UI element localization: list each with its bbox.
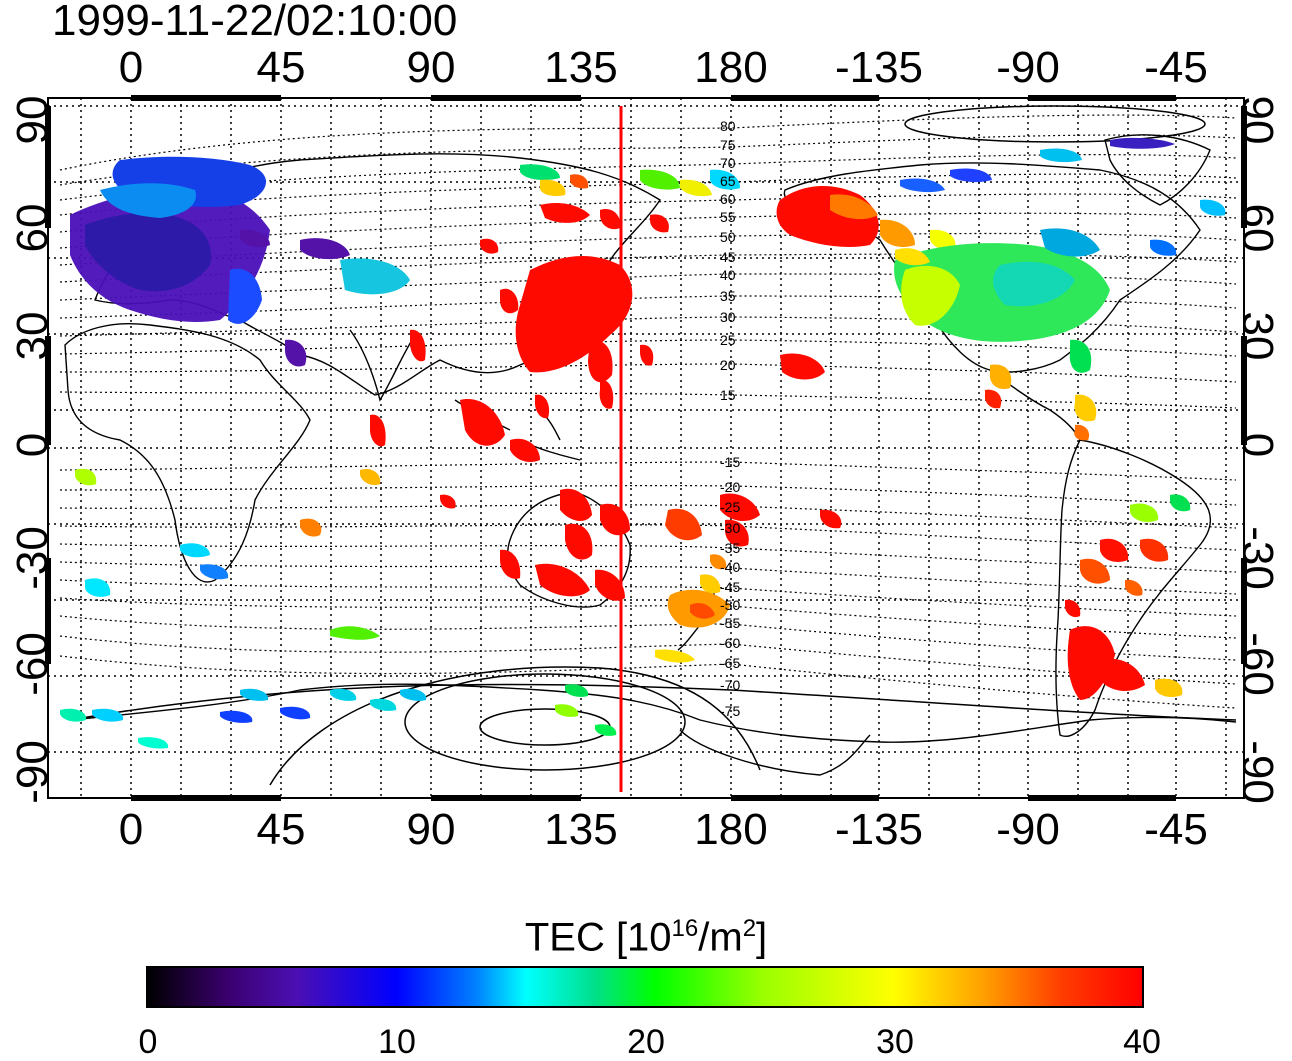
dip-label: -60 — [720, 635, 740, 651]
top-lon-tick: 90 — [406, 43, 456, 92]
dip-label: 35 — [720, 288, 736, 304]
dip-label: -35 — [720, 540, 740, 556]
bottom-lon-tick: -135 — [834, 805, 924, 854]
dip-label: 15 — [720, 387, 736, 403]
colorbar-title-exponent2: 2 — [742, 915, 757, 942]
bottom-lon-tick: -45 — [1144, 805, 1208, 854]
top-lon-tick: -45 — [1144, 43, 1208, 92]
dip-label: 25 — [720, 332, 736, 348]
dip-label: -70 — [720, 677, 740, 693]
top-lon-tick: 0 — [118, 43, 144, 92]
tec-data-nz — [655, 508, 730, 663]
tec-data-alaska — [520, 164, 956, 250]
dip-label: -75 — [720, 703, 740, 719]
top-lon-tick: 180 — [694, 43, 768, 92]
dip-label: -30 — [720, 520, 740, 536]
dip-label: -50 — [720, 597, 740, 613]
dip-label: 65 — [720, 173, 736, 189]
top-lon-tick: -135 — [834, 43, 924, 92]
dip-contours — [59, 114, 1237, 709]
dip-label: 45 — [720, 249, 736, 265]
dip-label: 80 — [720, 118, 736, 134]
bottom-lon-tick: 180 — [694, 805, 768, 854]
dip-label: -25 — [720, 499, 740, 515]
tec-data-australia — [500, 353, 842, 601]
bottom-lon-tick: -90 — [996, 805, 1060, 854]
dip-label: 20 — [720, 357, 736, 373]
colorbar — [146, 966, 1144, 1008]
bottom-lon-tick: 90 — [406, 805, 456, 854]
dip-label: 70 — [720, 155, 736, 171]
tec-data-samerica — [1064, 494, 1191, 700]
dip-label: -55 — [720, 615, 740, 631]
tec-map: 80 75 70 65 60 55 50 45 40 35 30 25 20 1… — [45, 95, 1247, 801]
colorbar-tick: 40 — [1123, 1023, 1161, 1061]
bottom-lon-tick: 45 — [256, 805, 306, 854]
colorbar-tick: 20 — [627, 1023, 665, 1061]
dip-label: -40 — [720, 559, 740, 575]
colorbar-tick: 30 — [876, 1023, 914, 1061]
dip-label: -20 — [720, 479, 740, 495]
top-lon-tick: 135 — [544, 43, 618, 92]
tec-data-namerica — [894, 137, 1226, 441]
dip-label: -15 — [720, 454, 740, 470]
dip-label: -65 — [720, 655, 740, 671]
bottom-lon-tick: 0 — [118, 805, 144, 854]
colorbar-title: TEC [1016/m2] — [0, 905, 1292, 961]
colorbar-title-end: ] — [756, 915, 768, 960]
top-lon-tick: 45 — [256, 43, 306, 92]
south-pole-contours — [69, 105, 1237, 786]
frame-ticks — [45, 95, 1247, 801]
dip-contour-labels: 80 75 70 65 60 55 50 45 40 35 30 25 20 1… — [720, 118, 740, 719]
dip-label: -45 — [720, 579, 740, 595]
colorbar-tick: 10 — [378, 1023, 416, 1061]
tec-data-south — [60, 468, 617, 749]
dip-label: 30 — [720, 309, 736, 325]
top-lon-tick: -90 — [996, 43, 1060, 92]
tec-data-europe — [70, 156, 410, 367]
timestamp-title: 1999-11-22/02:10:00 — [52, 0, 458, 45]
dip-label: 60 — [720, 191, 736, 207]
bottom-lon-tick: 135 — [544, 805, 618, 854]
colorbar-title-main: TEC [10 — [524, 915, 672, 960]
dip-label: 75 — [720, 137, 736, 153]
tec-data-asia — [370, 203, 669, 509]
colorbar-title-unit: /m — [698, 915, 743, 960]
dip-label: 40 — [720, 267, 736, 283]
dip-label: 55 — [720, 209, 736, 225]
dip-label: 50 — [720, 229, 736, 245]
colorbar-tick: 0 — [138, 1023, 158, 1061]
colorbar-title-exponent: 16 — [671, 915, 699, 942]
